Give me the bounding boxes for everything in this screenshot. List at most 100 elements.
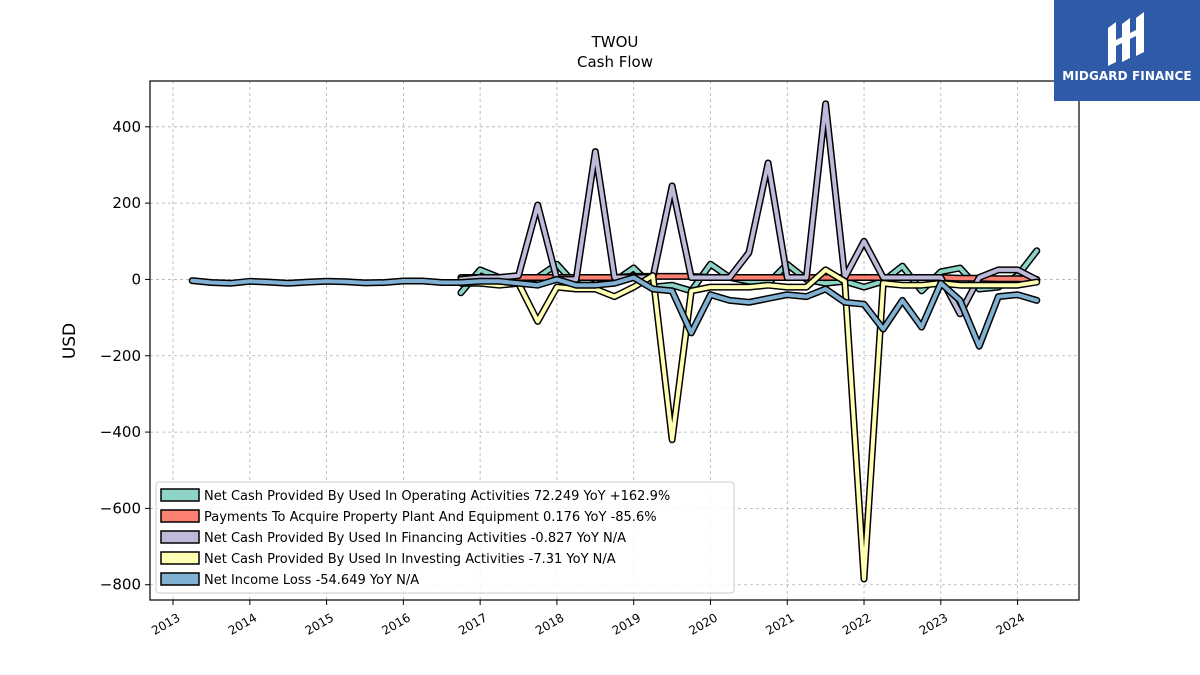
data-point: [862, 285, 866, 289]
x-tick-label: 2023: [917, 610, 950, 637]
data-point: [862, 303, 866, 306]
x-tick-label: 2015: [303, 610, 336, 637]
data-point: [670, 438, 674, 441]
data-point: [670, 275, 674, 278]
data-point: [191, 279, 194, 282]
data-point: [882, 282, 885, 285]
x-tick-label: 2024: [994, 610, 1027, 637]
brand-logo: MIDGARD FINANCE: [1054, 0, 1200, 101]
legend-label: Net Cash Provided By Used In Operating A…: [204, 489, 670, 504]
data-point: [632, 276, 635, 279]
brand-name: MIDGARD FINANCE: [1062, 69, 1192, 83]
data-point: [958, 277, 962, 280]
data-point: [440, 281, 443, 284]
data-point: [498, 280, 501, 283]
data-point: [670, 284, 674, 287]
legend-swatch: [160, 572, 200, 586]
data-point: [786, 285, 789, 289]
data-point: [517, 282, 520, 285]
data-point: [536, 320, 539, 323]
data-point: [383, 281, 386, 284]
data-point: [459, 281, 463, 284]
legend-item: Net Income Loss -54.649 YoY N/A: [160, 572, 419, 588]
data-point: [690, 331, 693, 335]
data-point: [728, 299, 731, 302]
legend-label: Net Income Loss -54.649 YoY N/A: [204, 573, 419, 588]
data-point: [747, 251, 751, 254]
data-point: [709, 263, 712, 266]
data-point: [363, 281, 367, 285]
data-point: [920, 276, 923, 279]
data-point: [478, 280, 482, 283]
data-point: [920, 325, 923, 329]
data-point: [824, 287, 827, 291]
data-point: [939, 282, 942, 285]
data-point: [978, 345, 981, 348]
series-lines: [188, 100, 1041, 583]
data-point: [1016, 268, 1019, 272]
data-point: [229, 282, 232, 285]
data-point: [459, 291, 463, 294]
chart-subtitle: Cash Flow: [577, 53, 653, 71]
data-point: [210, 281, 213, 284]
data-point: [709, 276, 712, 279]
legend-item: Net Cash Provided By Used In Financing A…: [160, 530, 626, 546]
data-point: [402, 279, 405, 283]
data-point: [421, 279, 424, 283]
x-tick-label: 2014: [226, 610, 259, 637]
data-point: [478, 268, 482, 272]
data-point: [651, 274, 655, 277]
y-tick-label: 200: [112, 194, 141, 212]
data-point: [862, 276, 866, 279]
data-point: [958, 299, 962, 302]
data-point: [978, 276, 981, 279]
data-point: [805, 295, 808, 298]
data-point: [766, 276, 770, 279]
data-point: [1016, 284, 1019, 287]
data-point: [786, 293, 789, 296]
data-point: [1035, 299, 1039, 302]
data-point: [574, 284, 578, 287]
data-point: [555, 285, 559, 289]
data-point: [824, 102, 827, 106]
data-point: [613, 295, 616, 298]
data-point: [824, 282, 827, 285]
data-point: [536, 284, 539, 287]
x-tick-label: 2013: [149, 610, 182, 637]
data-point: [306, 280, 309, 284]
data-point: [709, 293, 712, 296]
y-tick-label: −600: [100, 499, 141, 517]
series-line: [457, 247, 1041, 297]
data-point: [1016, 277, 1019, 280]
legend-swatch: [160, 551, 200, 565]
data-point: [862, 577, 866, 581]
data-point: [709, 285, 712, 289]
data-point: [574, 278, 578, 281]
data-point: [1035, 280, 1039, 284]
x-tick-label: 2018: [533, 610, 566, 637]
data-point: [1035, 249, 1039, 252]
data-point: [824, 268, 827, 272]
y-tick-label: 0: [131, 270, 141, 288]
data-point: [747, 285, 751, 289]
data-point: [901, 284, 904, 287]
legend-label: Net Cash Provided By Used In Investing A…: [204, 552, 616, 567]
data-point: [862, 240, 866, 243]
data-point: [517, 274, 520, 277]
data-point: [555, 278, 559, 281]
x-tick-label: 2022: [840, 610, 873, 637]
x-tick-label: 2019: [610, 610, 643, 637]
legend-item: Net Cash Provided By Used In Operating A…: [160, 488, 670, 504]
data-point: [843, 280, 846, 283]
data-point: [690, 289, 693, 293]
x-tick-label: 2021: [763, 610, 796, 637]
data-point: [901, 299, 904, 302]
data-point: [997, 295, 1000, 298]
y-tick-label: −800: [100, 576, 141, 594]
legend-item: Payments To Acquire Property Plant And E…: [160, 509, 657, 525]
data-point: [613, 282, 616, 285]
data-point: [613, 276, 616, 279]
data-point: [958, 266, 962, 270]
y-axis-label: USD: [60, 323, 80, 359]
